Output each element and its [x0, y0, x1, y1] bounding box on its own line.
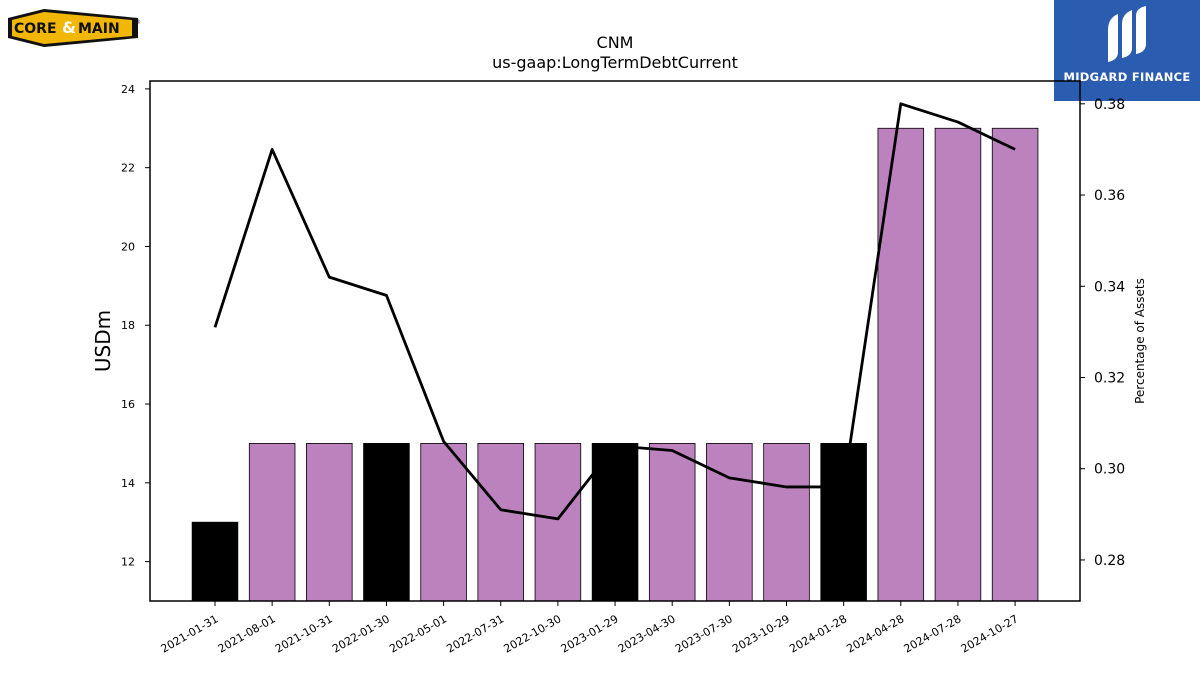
y-tick-label: 16 — [121, 398, 135, 411]
y-tick-label: 18 — [121, 319, 135, 332]
bar-2024-01-28 — [820, 443, 867, 602]
bar-2021-08-01 — [248, 443, 296, 602]
y2-tick-label: 0.32 — [1094, 370, 1125, 386]
y-tick-label: 20 — [121, 240, 135, 253]
bar-2023-01-29 — [591, 443, 639, 602]
y2-axis-label: Percentage of Assets — [1133, 278, 1147, 404]
y-tick-label: 14 — [121, 477, 135, 490]
logo-text-main: MAIN — [78, 21, 120, 37]
x-tick-label: 2021-01-31 — [159, 612, 221, 655]
x-tick-label: 2022-01-30 — [330, 612, 392, 655]
logo-text-core: CORE — [14, 21, 57, 37]
line-series-percentage-of-assets — [213, 102, 1016, 521]
y2-tick-label: 0.34 — [1094, 279, 1125, 295]
y2-tick-label: 0.38 — [1094, 97, 1125, 113]
bar-2023-10-29 — [763, 443, 810, 602]
x-tick-label: 2021-08-01 — [216, 612, 278, 655]
bar-2021-01-31 — [191, 521, 239, 602]
bar-2022-07-31 — [477, 443, 524, 602]
bar-2024-04-28 — [877, 127, 925, 602]
bar-2022-10-30 — [534, 443, 582, 602]
x-tick-label: 2023-04-30 — [616, 612, 678, 655]
bar-2022-05-01 — [420, 443, 467, 602]
logo-text-ampersand: & — [62, 18, 76, 37]
midgard-logo-icon — [1108, 6, 1146, 62]
x-tick-label: 2024-10-27 — [959, 612, 1021, 655]
x-tick-label: 2023-07-30 — [673, 612, 735, 655]
bar-2024-10-27 — [991, 127, 1039, 602]
bar-2022-01-30 — [363, 443, 410, 602]
x-tick-label: 2023-01-29 — [559, 612, 621, 655]
bar-2024-07-28 — [934, 127, 982, 602]
bar-2023-07-30 — [706, 443, 753, 602]
brand-name: MIDGARD FINANCE — [1063, 70, 1191, 84]
y-tick-label: 12 — [121, 556, 135, 569]
chart-title: CNM — [596, 33, 634, 52]
y2-tick-label: 0.30 — [1094, 462, 1125, 478]
chart-subtitle: us-gaap:LongTermDebtCurrent — [492, 53, 738, 72]
y-tick-label: 24 — [121, 83, 135, 96]
y-tick-label: 22 — [121, 162, 135, 175]
x-tick-label: 2022-07-31 — [444, 612, 506, 655]
company-logo: CORE & MAIN ® — [8, 9, 141, 47]
x-tick-label: 2024-04-28 — [844, 612, 906, 655]
logo-registered-mark: ® — [135, 19, 141, 26]
bar-2023-04-30 — [648, 443, 696, 602]
x-tick-label: 2022-10-30 — [502, 612, 564, 655]
x-tick-label: 2023-10-29 — [730, 612, 792, 655]
x-tick-label: 2024-07-28 — [902, 612, 964, 655]
x-tick-label: 2021-10-31 — [273, 612, 335, 655]
x-tick-label: 2024-01-28 — [787, 612, 849, 655]
y2-tick-label: 0.36 — [1094, 188, 1125, 204]
y2-tick-label: 0.28 — [1094, 553, 1125, 569]
bar-2021-10-31 — [306, 443, 353, 602]
y-axis-label: USDm — [91, 310, 115, 372]
brand-logo: MIDGARD FINANCE — [1054, 0, 1200, 101]
x-tick-label: 2022-05-01 — [387, 612, 449, 655]
